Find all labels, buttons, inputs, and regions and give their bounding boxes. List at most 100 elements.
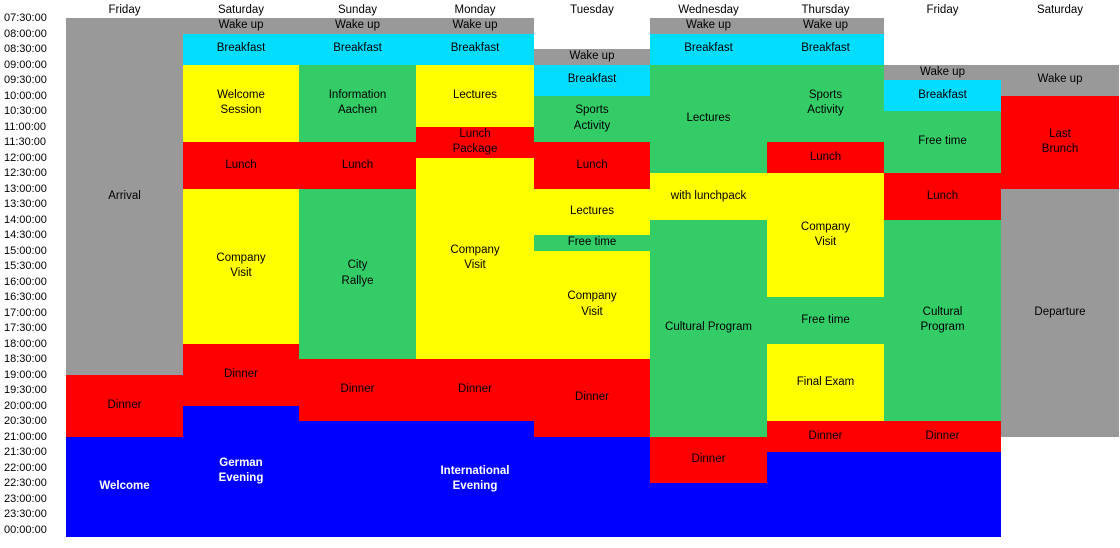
event-block: Dinner xyxy=(884,421,1001,452)
event-label: Wake up xyxy=(569,50,615,62)
event-label: International Evening xyxy=(440,464,510,493)
event-block: City Rallye xyxy=(299,188,416,359)
time-label: 10:00:00 xyxy=(4,89,47,102)
day-header: Sunday xyxy=(337,4,377,16)
event-label: German Evening xyxy=(218,456,264,485)
event-label: Dinner xyxy=(575,391,609,403)
event-block: Breakfast xyxy=(183,33,299,65)
event-label: Free time xyxy=(918,135,967,148)
event-label: Free time xyxy=(801,313,850,326)
time-label: 13:00:00 xyxy=(4,182,47,195)
event-block: Company Visit xyxy=(416,157,534,359)
event-block: Information Aachen xyxy=(299,64,416,142)
event-block: Company Visit xyxy=(183,188,299,344)
time-label: 14:00:00 xyxy=(4,213,47,226)
event-block: Company Visit xyxy=(767,173,884,297)
event-block: Breakfast xyxy=(416,33,534,65)
event-label: Breakfast xyxy=(567,73,617,86)
time-label: 09:00:00 xyxy=(4,58,47,71)
event-block: Lectures xyxy=(534,188,650,235)
time-label: 23:00:00 xyxy=(4,492,47,505)
event-block: Wake up xyxy=(183,18,299,34)
event-label: Lectures xyxy=(452,88,498,101)
event-block: Breakfast xyxy=(299,33,416,65)
time-label: 18:30:00 xyxy=(4,353,47,365)
time-label: 07:30:00 xyxy=(4,12,47,24)
event-block: Company Visit xyxy=(534,250,650,359)
day-header: Saturday xyxy=(217,4,265,16)
event-block: Sports Activity xyxy=(767,64,884,142)
event-block xyxy=(767,452,884,538)
event-label: Dinner xyxy=(224,367,258,380)
time-label: 12:30:00 xyxy=(4,167,47,179)
time-label: 21:00:00 xyxy=(4,430,47,443)
event-label: Sports Activity xyxy=(573,104,611,132)
time-label: 18:00:00 xyxy=(4,337,47,350)
event-label: Wake up xyxy=(218,19,264,31)
time-label: 16:00:00 xyxy=(4,275,47,288)
time-label: 11:30:00 xyxy=(4,136,47,148)
time-label: 08:00:00 xyxy=(4,27,47,40)
event-label: with lunchpack xyxy=(670,189,747,202)
event-label: Last Brunch xyxy=(1041,127,1079,156)
event-block: Departure xyxy=(1001,188,1119,437)
event-block: Welcome xyxy=(66,436,183,538)
event-block: Lectures xyxy=(416,64,534,127)
event-label: Wake up xyxy=(920,65,965,78)
event-label: Free time xyxy=(567,236,617,248)
event-label: Lunch xyxy=(576,158,608,171)
event-label: Wake up xyxy=(686,19,731,31)
event-block: Lunch xyxy=(534,142,650,189)
time-label: 00:00:00 xyxy=(4,523,47,536)
time-label: 19:00:00 xyxy=(4,368,47,381)
event-label: City Rallye xyxy=(341,259,374,287)
event-block: Lunch xyxy=(183,142,299,189)
event-block: Dinner xyxy=(534,359,650,437)
event-label: Breakfast xyxy=(918,88,967,101)
time-label: 19:30:00 xyxy=(4,384,47,396)
event-block: Dinner xyxy=(650,436,767,483)
event-label: Company Visit xyxy=(216,251,266,280)
time-label: 17:30:00 xyxy=(4,322,47,334)
event-label: Dinner xyxy=(691,453,726,465)
day-header: Monday xyxy=(454,4,496,16)
time-label: 10:30:00 xyxy=(4,105,47,117)
event-block: Wake up xyxy=(534,49,650,65)
event-label: Information Aachen xyxy=(328,88,387,117)
event-block: Dinner xyxy=(183,343,299,406)
event-block xyxy=(884,452,1001,538)
event-block: Lunch xyxy=(767,142,884,173)
event-block: German Evening xyxy=(183,405,299,538)
day-header: Tuesday xyxy=(570,4,614,16)
time-label: 09:30:00 xyxy=(4,74,47,86)
event-label: Final Exam xyxy=(796,375,855,388)
time-label: 15:30:00 xyxy=(4,260,47,272)
event-label: Cultural Program xyxy=(920,305,965,334)
event-label: Lectures xyxy=(569,205,615,217)
day-header: Friday xyxy=(108,4,141,16)
event-block: Lunch Package xyxy=(416,126,534,158)
time-label: 17:00:00 xyxy=(4,306,47,319)
time-label: 08:30:00 xyxy=(4,43,47,55)
event-label: Lunch xyxy=(926,189,959,202)
event-label: Lunch xyxy=(809,150,842,163)
event-label: Dinner xyxy=(808,429,843,442)
event-block: Free time xyxy=(534,235,650,251)
event-label: Departure xyxy=(1034,305,1086,318)
event-block: Lunch xyxy=(299,142,416,189)
time-label: 13:30:00 xyxy=(4,198,47,210)
time-label: 15:00:00 xyxy=(4,244,47,257)
event-block: Breakfast xyxy=(534,64,650,96)
event-block: International Evening xyxy=(416,421,534,538)
event-block: Cultural Program xyxy=(884,219,1001,421)
day-header: Wednesday xyxy=(678,4,739,16)
time-label: 20:30:00 xyxy=(4,415,47,427)
event-block: Sports Activity xyxy=(534,95,650,142)
event-block: Lectures xyxy=(650,64,767,173)
event-block: Wake up xyxy=(884,64,1001,80)
event-block xyxy=(299,421,416,538)
event-label: Breakfast xyxy=(801,42,850,55)
event-block: Dinner xyxy=(416,359,534,421)
event-label: Lunch xyxy=(341,158,374,171)
